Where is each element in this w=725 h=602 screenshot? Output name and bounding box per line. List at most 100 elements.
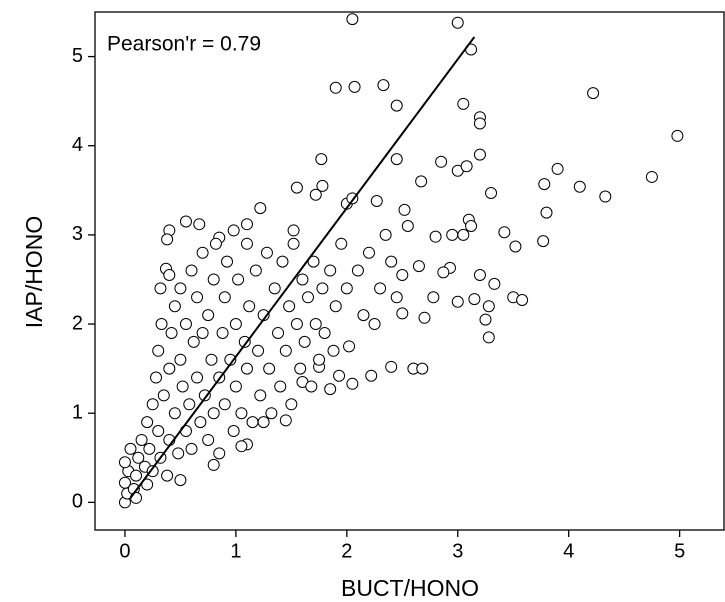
- scatter-point: [240, 237, 253, 250]
- scatter-point: [207, 273, 220, 286]
- scatter-point: [671, 129, 684, 142]
- scatter-point: [161, 233, 174, 246]
- scatter-point: [551, 162, 564, 175]
- scatter-point: [168, 300, 181, 313]
- scatter-point: [333, 369, 346, 382]
- x-tick-label: 5: [674, 540, 685, 562]
- scatter-point: [457, 228, 470, 241]
- scatter-point: [316, 179, 329, 192]
- scatter-point: [285, 398, 298, 411]
- scatter-point: [174, 474, 187, 487]
- scatter-point: [327, 344, 340, 357]
- scatter-point: [294, 362, 307, 375]
- scatter-point: [202, 309, 215, 322]
- scatter-point: [283, 300, 296, 313]
- scatter-point: [130, 469, 143, 482]
- scatter-point: [274, 380, 287, 393]
- scatter-point: [305, 380, 318, 393]
- scatter-point: [599, 190, 612, 203]
- scatter-point: [468, 293, 481, 306]
- scatter-point: [415, 175, 428, 188]
- scatter-point: [209, 237, 222, 250]
- scatter-point: [287, 224, 300, 237]
- scatter-point: [435, 155, 448, 168]
- scatter-point: [363, 246, 376, 259]
- scatter-point: [168, 407, 181, 420]
- scatter-point: [479, 313, 492, 326]
- scatter-point: [482, 300, 495, 313]
- x-tick-label: 1: [230, 540, 241, 562]
- y-tick-label: 1: [72, 401, 83, 423]
- scatter-point: [488, 277, 501, 290]
- scatter-point: [163, 362, 176, 375]
- y-tick-label: 4: [72, 134, 83, 156]
- scatter-point: [509, 240, 522, 253]
- scatter-point: [370, 195, 383, 208]
- scatter-point: [335, 237, 348, 250]
- scatter-point: [183, 398, 196, 411]
- x-tick-label: 3: [452, 540, 463, 562]
- scatter-point: [150, 371, 163, 384]
- scatter-point: [157, 389, 170, 402]
- scatter-point: [185, 264, 198, 277]
- scatter-point: [141, 416, 154, 429]
- scatter-point: [240, 362, 253, 375]
- scatter-point: [537, 235, 550, 248]
- scatter-point: [412, 260, 425, 273]
- scatter-point: [174, 282, 187, 295]
- scatter-point: [368, 318, 381, 331]
- scatter-point: [179, 318, 192, 331]
- scatter-point: [143, 442, 156, 455]
- scatter-point: [254, 389, 267, 402]
- scatter-point: [227, 224, 240, 237]
- scatter-point: [390, 99, 403, 112]
- scatter-point: [538, 178, 551, 191]
- scatter-point: [191, 371, 204, 384]
- scatter-point: [229, 318, 242, 331]
- scatter-point: [309, 188, 322, 201]
- scatter-point: [315, 153, 328, 166]
- scatter-point: [451, 295, 464, 308]
- scatter-point: [357, 309, 370, 322]
- scatter-point: [290, 181, 303, 194]
- scatter-point: [246, 416, 259, 429]
- scatter-point: [287, 237, 300, 250]
- scatter-point: [221, 255, 234, 268]
- scatter-point: [207, 458, 220, 471]
- scatter-point: [396, 269, 409, 282]
- scatter-point: [146, 465, 159, 478]
- scatter-point: [473, 117, 486, 130]
- scatter-point: [498, 226, 511, 239]
- scatter-point: [324, 264, 337, 277]
- scatter-point: [202, 433, 215, 446]
- scatter-point: [318, 326, 331, 339]
- scatter-point: [172, 447, 185, 460]
- scatter-point: [263, 362, 276, 375]
- scatter-point: [329, 81, 342, 94]
- scatter-point: [235, 407, 248, 420]
- scatter-point: [645, 170, 658, 183]
- fit-line: [129, 36, 476, 499]
- scatter-point: [187, 335, 200, 348]
- scatter-point: [213, 447, 226, 460]
- scatter-point: [340, 282, 353, 295]
- scatter-point: [240, 218, 253, 231]
- scatter-point: [377, 79, 390, 92]
- x-tick-label: 0: [119, 540, 130, 562]
- scatter-point: [265, 407, 278, 420]
- scatter-point: [218, 398, 231, 411]
- scatter-point: [429, 230, 442, 243]
- scatter-point: [309, 318, 322, 331]
- scatter-point: [324, 383, 337, 396]
- scatter-point: [229, 380, 242, 393]
- scatter-point: [276, 255, 289, 268]
- scatter-point: [473, 148, 486, 161]
- scatter-point: [379, 228, 392, 241]
- scatter-point: [396, 307, 409, 320]
- scatter-point: [260, 246, 273, 259]
- scatter-point: [346, 13, 359, 26]
- scatter-point: [252, 344, 265, 357]
- scatter-point: [296, 273, 309, 286]
- scatter-point: [390, 291, 403, 304]
- scatter-point: [118, 476, 131, 489]
